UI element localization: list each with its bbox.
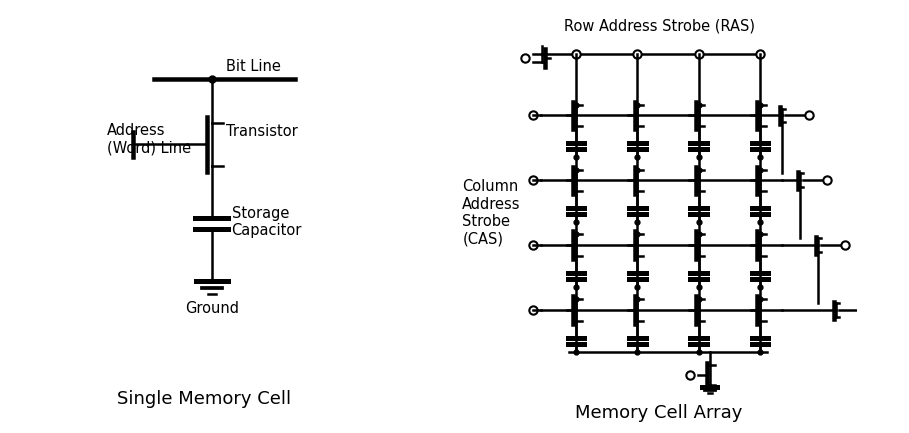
Text: Address
(Word) Line: Address (Word) Line [107,123,192,155]
Text: Single Memory Cell: Single Memory Cell [117,390,292,408]
Text: Transistor: Transistor [226,124,298,139]
Text: Bit Line: Bit Line [226,59,281,74]
Text: Ground: Ground [185,301,239,316]
Text: Memory Cell Array: Memory Cell Array [575,404,743,422]
Text: Row Address Strobe (RAS): Row Address Strobe (RAS) [564,18,754,33]
Text: Column
Address
Strobe
(CAS): Column Address Strobe (CAS) [463,179,521,246]
Text: Storage
Capacitor: Storage Capacitor [232,206,302,238]
